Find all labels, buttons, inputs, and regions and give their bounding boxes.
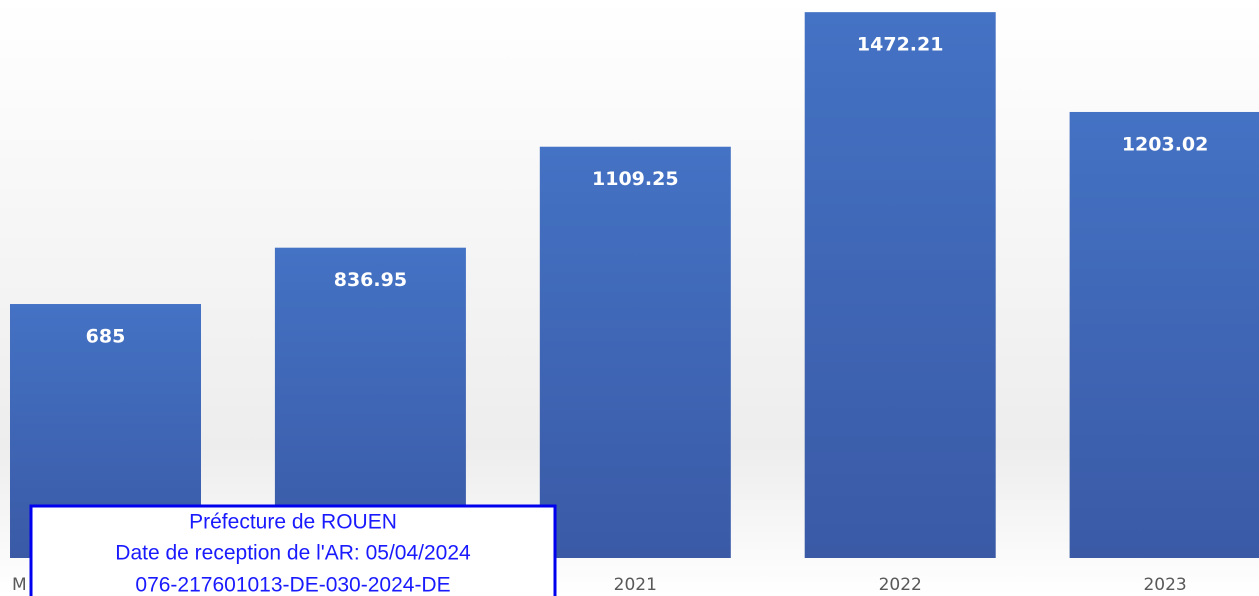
value-label: 685 <box>86 326 126 348</box>
stamp-box <box>29 504 557 596</box>
x-tick-label: M <box>12 575 27 595</box>
stamp-line: Préfecture de ROUEN <box>189 511 397 534</box>
bar <box>1069 111 1259 558</box>
value-label: 1472.21 <box>857 34 944 56</box>
bar <box>539 146 731 558</box>
stamp-line: 076-217601013-DE-030-2024-DE <box>135 574 450 596</box>
x-tick-label: 2021 <box>614 575 657 595</box>
x-tick-label: 2022 <box>879 575 922 595</box>
stamp-line: Date de reception de l'AR: 05/04/2024 <box>115 542 471 565</box>
stamp: Préfecture de ROUEN Date de reception de… <box>29 504 557 596</box>
x-tick-label: 2023 <box>1143 575 1186 595</box>
value-label: 1109.25 <box>592 168 679 190</box>
value-label: 1203.02 <box>1122 133 1209 155</box>
bar <box>804 12 996 559</box>
value-label: 836.95 <box>334 269 407 291</box>
